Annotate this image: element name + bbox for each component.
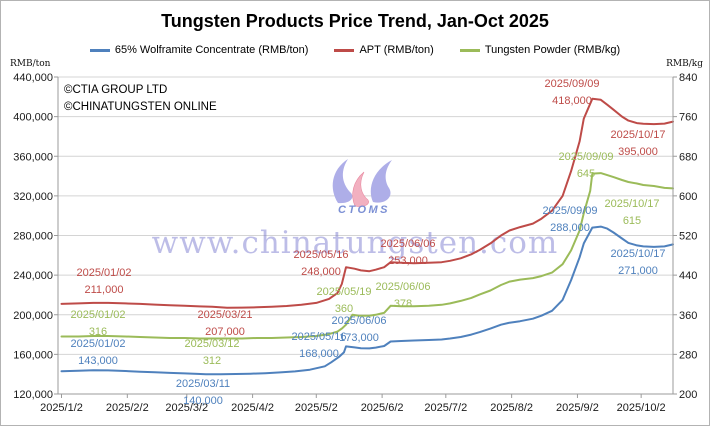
series-lines (60, 97, 674, 376)
axis-tick-label: 2025/9/2 (556, 402, 599, 414)
copyright-line-2: ©CHINATUNGSTEN ONLINE (64, 101, 217, 113)
annotation-date: 2025/06/06 (331, 315, 386, 327)
annotation-date: 2025/01/02 (70, 338, 125, 350)
data-annotations: 2025/01/02 143,000 2025/03/11 140,000 2025/0… (70, 78, 665, 407)
annotation-value: 207,000 (205, 326, 245, 338)
legend-swatch-apt (334, 48, 355, 52)
copyright-line-1: ©CTIA GROUP LTD (64, 84, 168, 96)
annotation-date: 2025/10/17 (610, 129, 665, 141)
annotation-value: 615 (623, 215, 641, 227)
axis-tick-label: 2025/1/2 (40, 402, 83, 414)
axis-tick-label: 520 (679, 231, 697, 243)
axis-tick-label: 840 (679, 72, 697, 84)
axis-tick-label: 2025/2/2 (106, 402, 149, 414)
legend-item-apt: APT (RMB/ton) (334, 44, 434, 56)
axis-tick-label: 440 (679, 270, 697, 282)
axis-tick-labels: 440,000 400,000 360,000 320,000 280,000 240,0… (13, 72, 697, 414)
axis-tick-label: 240,000 (13, 270, 53, 282)
ctoms-logo-icon: CTOMS (332, 159, 392, 216)
legend-label-powder: Tungsten Powder (RMB/kg) (484, 44, 621, 56)
annotation-value: 645 (577, 168, 595, 180)
gridlines (58, 76, 673, 355)
axis-tick-label: 680 (679, 151, 697, 163)
annotation-value: 395,000 (618, 146, 658, 158)
annotation-value: 168,000 (299, 348, 339, 360)
annotation-value: 253,000 (388, 255, 428, 267)
axis-tick-label: 360 (679, 310, 697, 322)
axis-tick-label: 400,000 (13, 112, 53, 124)
annotation-date: 2025/05/16 (291, 331, 346, 343)
axis-tick-label: 600 (679, 191, 697, 203)
chart-title: Tungsten Products Price Trend, Jan-Oct 2… (161, 11, 549, 31)
right-axis-unit: RMB/kg (666, 59, 703, 69)
axis-tick-label: 120,000 (13, 389, 53, 401)
annotation-value: 248,000 (301, 266, 341, 278)
legend-item-powder: Tungsten Powder (RMB/kg) (459, 44, 621, 56)
annotation-value: 173,000 (339, 332, 379, 344)
axis-tick-label: 280 (679, 349, 697, 361)
annotation-date: 2025/09/09 (544, 78, 599, 90)
annotation-date: 2025/05/16 (293, 249, 348, 261)
annotation-date: 2025/03/11 (176, 378, 230, 390)
annotation-date: 2025/01/02 (76, 267, 131, 279)
axis-tick-label: 760 (679, 112, 697, 124)
annotation-value: 211,000 (85, 284, 124, 296)
annotation-value: 288,000 (550, 222, 590, 234)
annotation-value: 140,000 (183, 395, 223, 407)
axis-tick-label: 360,000 (13, 151, 53, 163)
annotation-value: 360 (335, 303, 353, 315)
copyright-block: ©CTIA GROUP LTD ©CHINATUNGSTEN ONLINE (64, 82, 217, 116)
legend-label-apt: APT (RMB/ton) (359, 44, 434, 56)
axis-tick-label: 280,000 (13, 231, 53, 243)
axis-tick-label: 200,000 (13, 310, 53, 322)
watermark-text: www.chinatungsten.com (152, 225, 559, 261)
legend-item-wolframite: 65% Wolframite Concentrate (RMB/ton) (89, 44, 309, 56)
annotation-value: 378 (394, 298, 412, 310)
axis-tick-label: 2025/8/2 (490, 402, 533, 414)
annotation-date: 2025/01/02 (70, 309, 125, 321)
axis-tick-label: 440,000 (13, 72, 53, 84)
legend-swatch-wolframite (89, 48, 110, 52)
axis-tick-label: 2025/7/2 (424, 402, 467, 414)
axis-tick-label: 160,000 (13, 349, 53, 361)
legend-swatch-powder (459, 48, 480, 52)
axis-tick-label: 2025/10/2 (617, 402, 666, 414)
axis-tick-label: 320,000 (13, 191, 53, 203)
annotation-value: 316 (89, 326, 107, 338)
axis-tick-label: 2025/5/2 (295, 402, 338, 414)
annotation-date: 2025/06/06 (375, 281, 430, 293)
legend-label-wolframite: 65% Wolframite Concentrate (RMB/ton) (114, 44, 309, 56)
left-axis-unit: RMB/ton (10, 59, 51, 69)
axis-tick-label: 2025/3/2 (165, 402, 208, 414)
annotation-date: 2025/09/09 (542, 205, 597, 217)
annotation-date: 2025/10/17 (604, 198, 659, 210)
series-line-1 (60, 97, 674, 309)
axes (54, 76, 677, 398)
legend: 65% Wolframite Concentrate (RMB/ton) APT… (1, 42, 709, 58)
annotation-date: 2025/05/19 (316, 286, 371, 298)
axis-tick-label: 2025/6/2 (361, 402, 404, 414)
annotation-value: 418,000 (552, 95, 592, 107)
annotation-date: 2025/06/06 (380, 238, 435, 250)
axis-tick-label: 200 (679, 389, 697, 401)
series-line-0 (60, 225, 674, 376)
annotation-date: 2025/09/09 (558, 151, 613, 163)
series-line-2 (60, 172, 674, 340)
annotation-value: 271,000 (618, 265, 658, 277)
axis-tick-label: 2025/4/2 (231, 402, 274, 414)
annotation-date: 2025/03/12 (184, 338, 239, 350)
annotation-date: 2025/03/21 (197, 309, 252, 321)
annotation-date: 2025/10/17 (610, 248, 665, 260)
annotation-value: 143,000 (78, 355, 118, 367)
watermark: CTOMS www.chinatungsten.com (152, 159, 559, 261)
ctoms-logo-caption: CTOMS (338, 204, 390, 216)
annotation-value: 312 (203, 355, 221, 367)
